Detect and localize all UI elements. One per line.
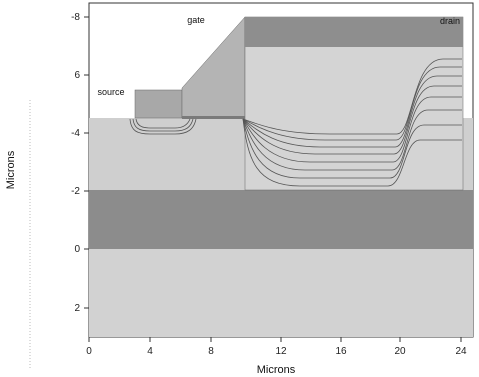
x-tick-label: 20 — [394, 346, 406, 357]
y-tick-label: -8 — [71, 12, 80, 23]
substrate-region — [89, 249, 473, 337]
x-axis — [88, 337, 462, 342]
source-surface — [89, 90, 245, 190]
drain-label: drain — [440, 16, 460, 26]
x-tick-label: 8 — [208, 346, 214, 357]
x-tick-label: 24 — [455, 346, 467, 357]
gate-label: gate — [187, 15, 205, 25]
drift-contours — [242, 58, 462, 187]
x-tick-label: 4 — [147, 346, 153, 357]
oxide-band — [89, 190, 473, 249]
y-tick-label: 0 — [74, 244, 80, 255]
source-block — [134, 89, 183, 119]
x-tick-label: 12 — [275, 346, 287, 357]
y-axis — [84, 16, 89, 309]
y-tick-label: -2 — [71, 186, 80, 197]
x-axis-title: Microns — [257, 364, 296, 376]
y-tick-label: 2 — [74, 303, 80, 314]
x-tick-label: 16 — [335, 346, 347, 357]
gate-oxide — [182, 116, 245, 119]
source-label: source — [97, 87, 124, 97]
source-contours — [129, 118, 197, 135]
y-axis-title: Microns — [5, 150, 17, 189]
y-tick-label: -4 — [71, 128, 80, 139]
y-tick-label: 6 — [74, 70, 80, 81]
drain-top-layer — [245, 17, 463, 47]
x-tick-label: 0 — [86, 346, 92, 357]
